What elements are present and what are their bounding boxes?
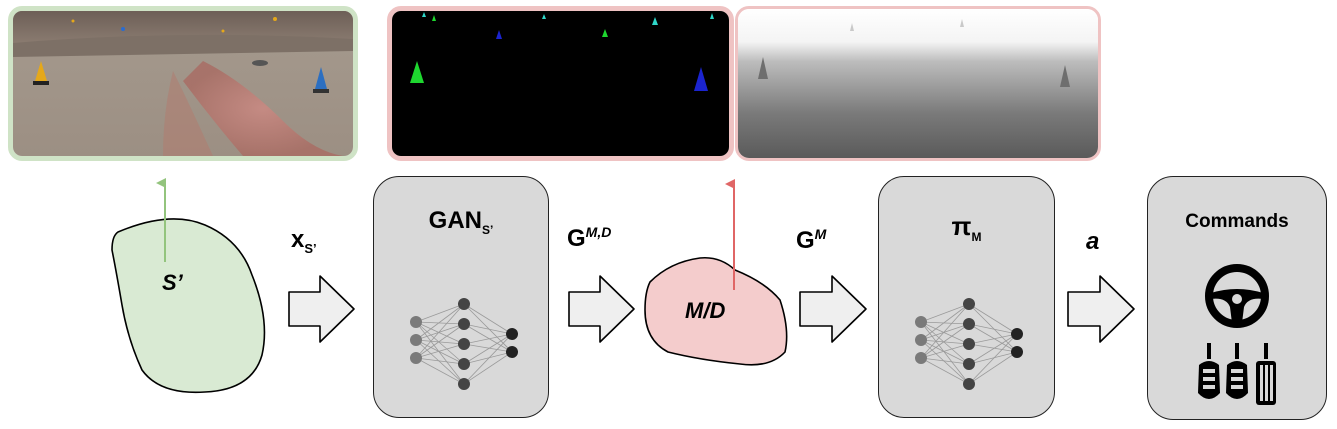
policy-title-text: π: [951, 211, 972, 241]
policy-input-base: G: [796, 227, 815, 254]
source-domain-blob: [111, 218, 266, 394]
intermediate-domain-label: M/D: [685, 298, 726, 323]
block-arrow-4: [1067, 275, 1135, 343]
neural-network-icon: [915, 298, 1023, 390]
gan-output-label: GM,D: [567, 224, 611, 253]
source-domain-label: S’: [162, 270, 183, 295]
commands-box-title: Commands: [1185, 211, 1289, 232]
depth-image: [735, 6, 1101, 161]
input-label: xS’: [291, 226, 317, 256]
policy-input-label: GM: [796, 226, 826, 255]
segmentation-image: [387, 6, 734, 161]
policy-box-title: πM: [879, 211, 1054, 244]
gan-output-base: G: [567, 225, 586, 252]
block-arrow-1: [288, 275, 355, 343]
steering-wheel-icon: [1205, 264, 1269, 328]
depth-map: [738, 9, 1098, 158]
gan-box: GANS’: [373, 176, 549, 418]
policy-box: πM: [878, 176, 1055, 418]
gan-title-text: GAN: [428, 207, 482, 234]
gan-box-title: GANS’: [374, 207, 548, 237]
action-label: a: [1086, 228, 1100, 255]
simulator-scene: [13, 11, 353, 156]
gan-title-sub: S’: [482, 222, 494, 237]
commands-box: Commands: [1147, 176, 1327, 420]
simulator-camera-image: [8, 6, 358, 161]
segmentation-map: [392, 11, 729, 156]
input-label-base: x: [291, 226, 305, 253]
neural-network-icon: [410, 298, 518, 390]
policy-input-sup: M: [814, 226, 827, 242]
pedals-icon: [1198, 343, 1276, 405]
block-arrow-2: [568, 275, 635, 343]
policy-title-sub: M: [971, 230, 982, 245]
block-arrow-3: [799, 275, 867, 343]
gan-output-sup: M,D: [585, 224, 612, 240]
intermediate-domain-blob: [644, 256, 788, 366]
input-label-sub: S’: [304, 240, 317, 256]
